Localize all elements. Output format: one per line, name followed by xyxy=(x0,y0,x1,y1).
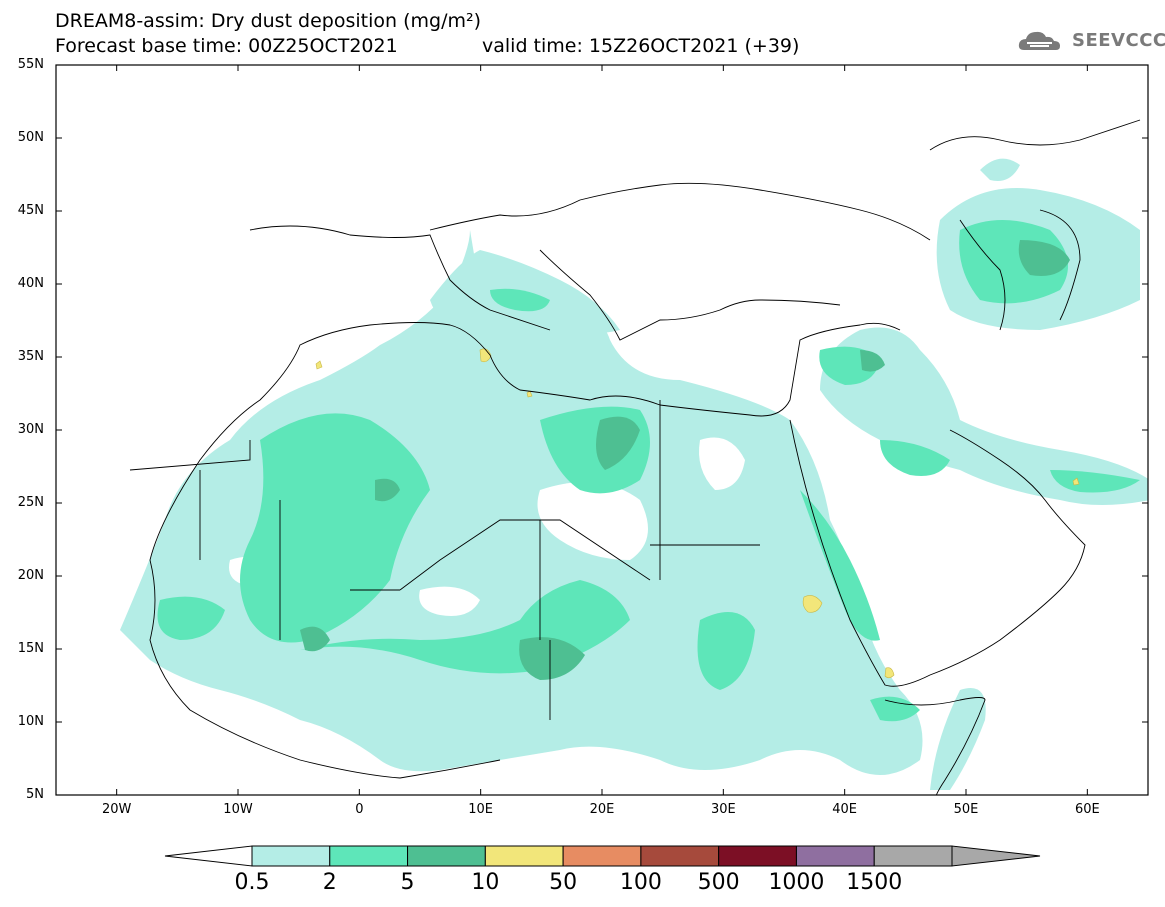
colorbar-swatch xyxy=(873,845,953,867)
lat-label: 10N xyxy=(17,714,44,729)
logo-text: SEEVCCC xyxy=(1072,30,1165,51)
lat-label: 5N xyxy=(26,787,44,802)
colorbar xyxy=(164,845,1041,867)
colorbar-label: 1500 xyxy=(846,870,903,895)
colorbar-swatch xyxy=(795,845,875,867)
lon-label: 20E xyxy=(589,802,615,817)
colorbar-label: 1000 xyxy=(768,870,825,895)
colorbar-swatch xyxy=(484,845,564,867)
lat-label: 25N xyxy=(17,495,44,510)
lat-label: 40N xyxy=(17,276,44,291)
lon-label: 0 xyxy=(355,802,364,817)
colorbar-label: 2 xyxy=(322,870,337,895)
colorbar-swatch xyxy=(329,845,409,867)
lat-label: 45N xyxy=(17,203,44,218)
lat-tick-marks xyxy=(56,64,1148,796)
lon-label: 40E xyxy=(832,802,858,817)
lat-label: 35N xyxy=(17,349,44,364)
colorbar-label: 100 xyxy=(619,870,662,895)
lat-label: 55N xyxy=(17,57,44,72)
colorbar-swatch xyxy=(407,845,486,867)
valid-time: valid time: 15Z26OCT2021 (+39) xyxy=(482,35,800,57)
colorbar-label: 0.5 xyxy=(234,870,270,895)
colorbar-swatch xyxy=(640,845,720,867)
lon-label: 60E xyxy=(1074,802,1100,817)
lat-label: 15N xyxy=(17,641,44,656)
lat-label: 50N xyxy=(17,130,44,145)
colorbar-label: 10 xyxy=(471,870,500,895)
level-10-50 xyxy=(315,348,1080,679)
colorbar-swatch xyxy=(251,845,331,867)
lon-label: 50E xyxy=(953,802,979,817)
coastlines xyxy=(129,119,1141,795)
colorbar-max-arrow xyxy=(951,845,1041,867)
lon-tick-marks xyxy=(116,65,1088,795)
lat-label: 20N xyxy=(17,568,44,583)
colorbar-label: 5 xyxy=(400,870,415,895)
forecast-base-time: Forecast base time: 00Z25OCT2021 xyxy=(55,35,398,57)
colorbar-label: 50 xyxy=(549,870,578,895)
cloud-icon xyxy=(1018,31,1060,50)
colorbar-swatch xyxy=(718,845,797,867)
seevccc-logo xyxy=(1016,26,1156,56)
lon-label: 30E xyxy=(710,802,736,817)
colorbar-label: 500 xyxy=(697,870,740,895)
map-title: DREAM8-assim: Dry dust deposition (mg/m²… xyxy=(55,10,482,32)
level-5-10 xyxy=(300,240,1070,680)
lon-label: 20W xyxy=(101,802,132,817)
colorbar-swatch xyxy=(562,845,642,867)
lat-label: 30N xyxy=(17,422,44,437)
colorbar-min-arrow xyxy=(164,845,253,867)
dust-deposition-field xyxy=(120,119,1148,795)
lon-label: 10W xyxy=(223,802,253,817)
lon-label: 10E xyxy=(468,802,494,817)
